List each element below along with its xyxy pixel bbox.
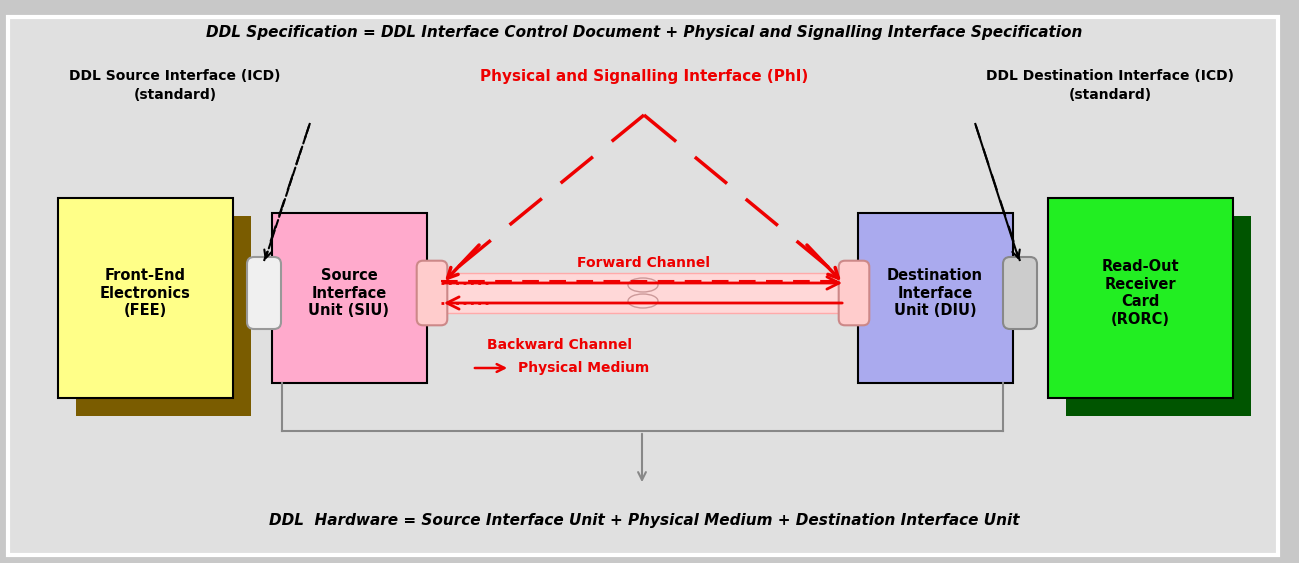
Text: Physical Medium: Physical Medium — [518, 361, 650, 375]
FancyBboxPatch shape — [839, 261, 869, 325]
FancyBboxPatch shape — [247, 257, 281, 329]
FancyBboxPatch shape — [271, 213, 427, 383]
FancyBboxPatch shape — [1066, 216, 1251, 416]
Ellipse shape — [627, 294, 659, 308]
FancyBboxPatch shape — [859, 213, 1013, 383]
Text: DDL Source Interface (ICD): DDL Source Interface (ICD) — [69, 69, 281, 83]
FancyBboxPatch shape — [440, 273, 846, 313]
Text: DDL Specification = DDL Interface Control Document + Physical and Signalling Int: DDL Specification = DDL Interface Contro… — [205, 25, 1082, 41]
Text: (standard): (standard) — [1069, 88, 1151, 102]
Text: Front-End
Electronics
(FEE): Front-End Electronics (FEE) — [100, 268, 191, 318]
Ellipse shape — [627, 278, 659, 292]
FancyBboxPatch shape — [1003, 257, 1037, 329]
FancyBboxPatch shape — [8, 17, 1278, 555]
Text: Forward Channel: Forward Channel — [578, 256, 711, 270]
Text: DDL  Hardware = Source Interface Unit + Physical Medium + Destination Interface : DDL Hardware = Source Interface Unit + P… — [269, 513, 1020, 529]
Text: Backward Channel: Backward Channel — [487, 338, 633, 352]
Text: Read-Out
Receiver
Card
(RORC): Read-Out Receiver Card (RORC) — [1102, 260, 1178, 327]
Text: DDL Destination Interface (ICD): DDL Destination Interface (ICD) — [986, 69, 1234, 83]
Text: Physical and Signalling Interface (PhI): Physical and Signalling Interface (PhI) — [479, 69, 808, 83]
FancyBboxPatch shape — [1048, 198, 1233, 398]
FancyBboxPatch shape — [58, 198, 233, 398]
Text: Destination
Interface
Unit (DIU): Destination Interface Unit (DIU) — [887, 268, 983, 318]
FancyBboxPatch shape — [77, 216, 251, 416]
Text: (standard): (standard) — [134, 88, 217, 102]
FancyBboxPatch shape — [417, 261, 447, 325]
Text: Source
Interface
Unit (SIU): Source Interface Unit (SIU) — [308, 268, 390, 318]
